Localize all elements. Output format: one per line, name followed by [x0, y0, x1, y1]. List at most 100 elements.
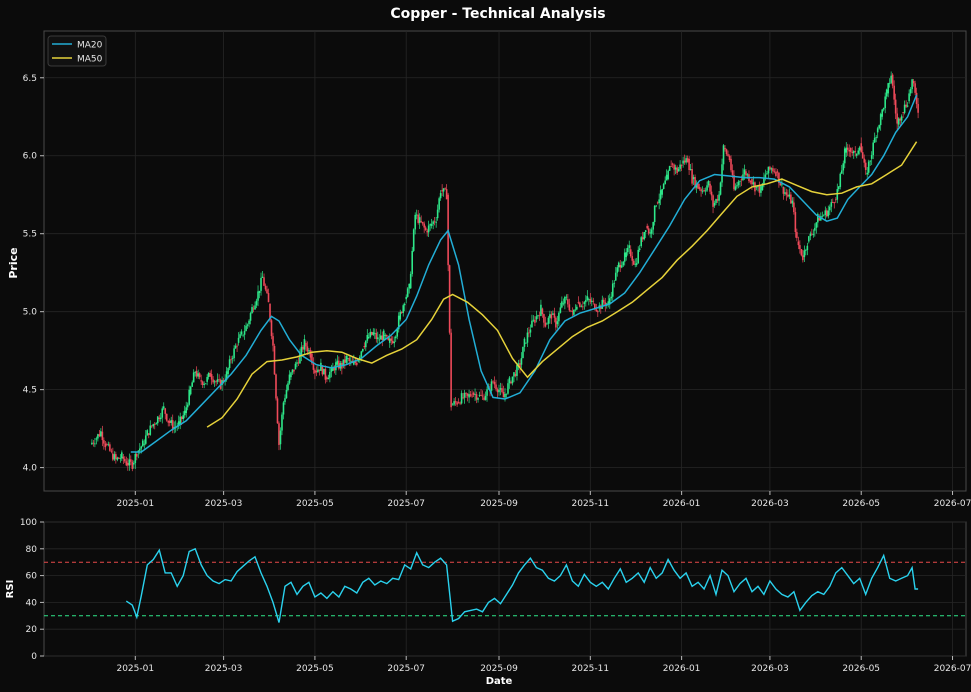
candle: [320, 358, 322, 371]
candle: [902, 112, 904, 118]
candle: [252, 305, 255, 313]
candle: [824, 206, 827, 221]
candle: [338, 356, 340, 371]
candle: [793, 197, 795, 215]
rsi-x-tick-label: 2026-01: [663, 664, 701, 674]
candle: [760, 184, 762, 197]
candle: [697, 183, 699, 190]
candle: [158, 414, 161, 422]
candle: [314, 368, 316, 380]
candle: [653, 204, 656, 226]
candle: [369, 328, 372, 339]
candle: [230, 355, 232, 364]
candle: [875, 135, 877, 143]
candle: [812, 229, 815, 238]
candle: [144, 430, 147, 446]
candle: [424, 225, 427, 231]
candle: [393, 336, 396, 348]
candle: [559, 302, 562, 314]
candle: [828, 204, 831, 216]
candle: [104, 440, 107, 451]
candle: [457, 398, 460, 404]
candle: [236, 343, 238, 352]
candle: [119, 454, 122, 463]
rsi-y-axis-label: RSI: [5, 580, 16, 599]
candle: [863, 154, 866, 168]
candle: [782, 186, 785, 200]
candle: [381, 331, 384, 347]
candle: [628, 240, 631, 255]
candle: [637, 246, 640, 264]
candle: [800, 249, 803, 257]
candle: [796, 228, 798, 242]
candle: [870, 151, 873, 166]
candle: [164, 407, 167, 420]
candle: [538, 311, 541, 321]
candle: [710, 185, 713, 201]
candle: [216, 373, 219, 385]
candle: [834, 197, 837, 203]
candle: [573, 309, 575, 317]
candle: [469, 390, 472, 398]
candle: [348, 356, 351, 367]
candle: [670, 160, 672, 167]
candle: [435, 217, 437, 228]
candle: [553, 307, 556, 323]
candle: [894, 93, 897, 120]
candle: [903, 100, 906, 115]
candle: [439, 190, 442, 201]
candle: [296, 359, 298, 368]
candle: [683, 154, 686, 165]
candle: [596, 309, 599, 318]
candle: [243, 324, 246, 340]
candle: [94, 438, 96, 448]
candle: [206, 374, 208, 386]
candle: [466, 393, 469, 402]
candle: [775, 168, 777, 178]
candle: [329, 367, 331, 383]
candle: [149, 420, 152, 436]
candle: [709, 181, 711, 195]
candle: [246, 323, 249, 329]
candle: [412, 228, 415, 253]
rsi-series-line: [125, 547, 919, 623]
candle: [456, 400, 458, 407]
candle: [113, 451, 116, 462]
candle: [498, 384, 500, 396]
candle: [155, 422, 158, 425]
candle: [276, 396, 279, 424]
candle: [251, 303, 253, 314]
candle: [165, 413, 168, 422]
candle: [785, 188, 788, 201]
candle: [378, 334, 381, 345]
candle: [450, 328, 452, 411]
candle: [700, 187, 702, 197]
candle: [411, 246, 414, 277]
candle: [474, 388, 476, 401]
candle: [323, 368, 325, 375]
candle: [127, 458, 129, 471]
candle: [691, 162, 693, 186]
candle: [667, 169, 669, 181]
candle: [505, 393, 508, 398]
candle: [686, 155, 689, 163]
candle: [302, 344, 304, 352]
candle: [481, 390, 484, 400]
candle: [721, 158, 723, 187]
candle: [363, 342, 366, 350]
candle: [787, 189, 789, 198]
candle: [805, 248, 807, 256]
candle: [405, 294, 408, 304]
candle: [101, 425, 104, 447]
candle: [240, 329, 243, 336]
candle: [911, 78, 913, 94]
candle: [640, 236, 643, 248]
candle: [589, 293, 592, 304]
candle: [682, 156, 684, 168]
candle: [318, 369, 321, 376]
candle: [255, 298, 258, 309]
candle: [510, 380, 512, 385]
candle: [837, 186, 840, 192]
candle: [375, 328, 378, 343]
candle: [638, 244, 641, 252]
